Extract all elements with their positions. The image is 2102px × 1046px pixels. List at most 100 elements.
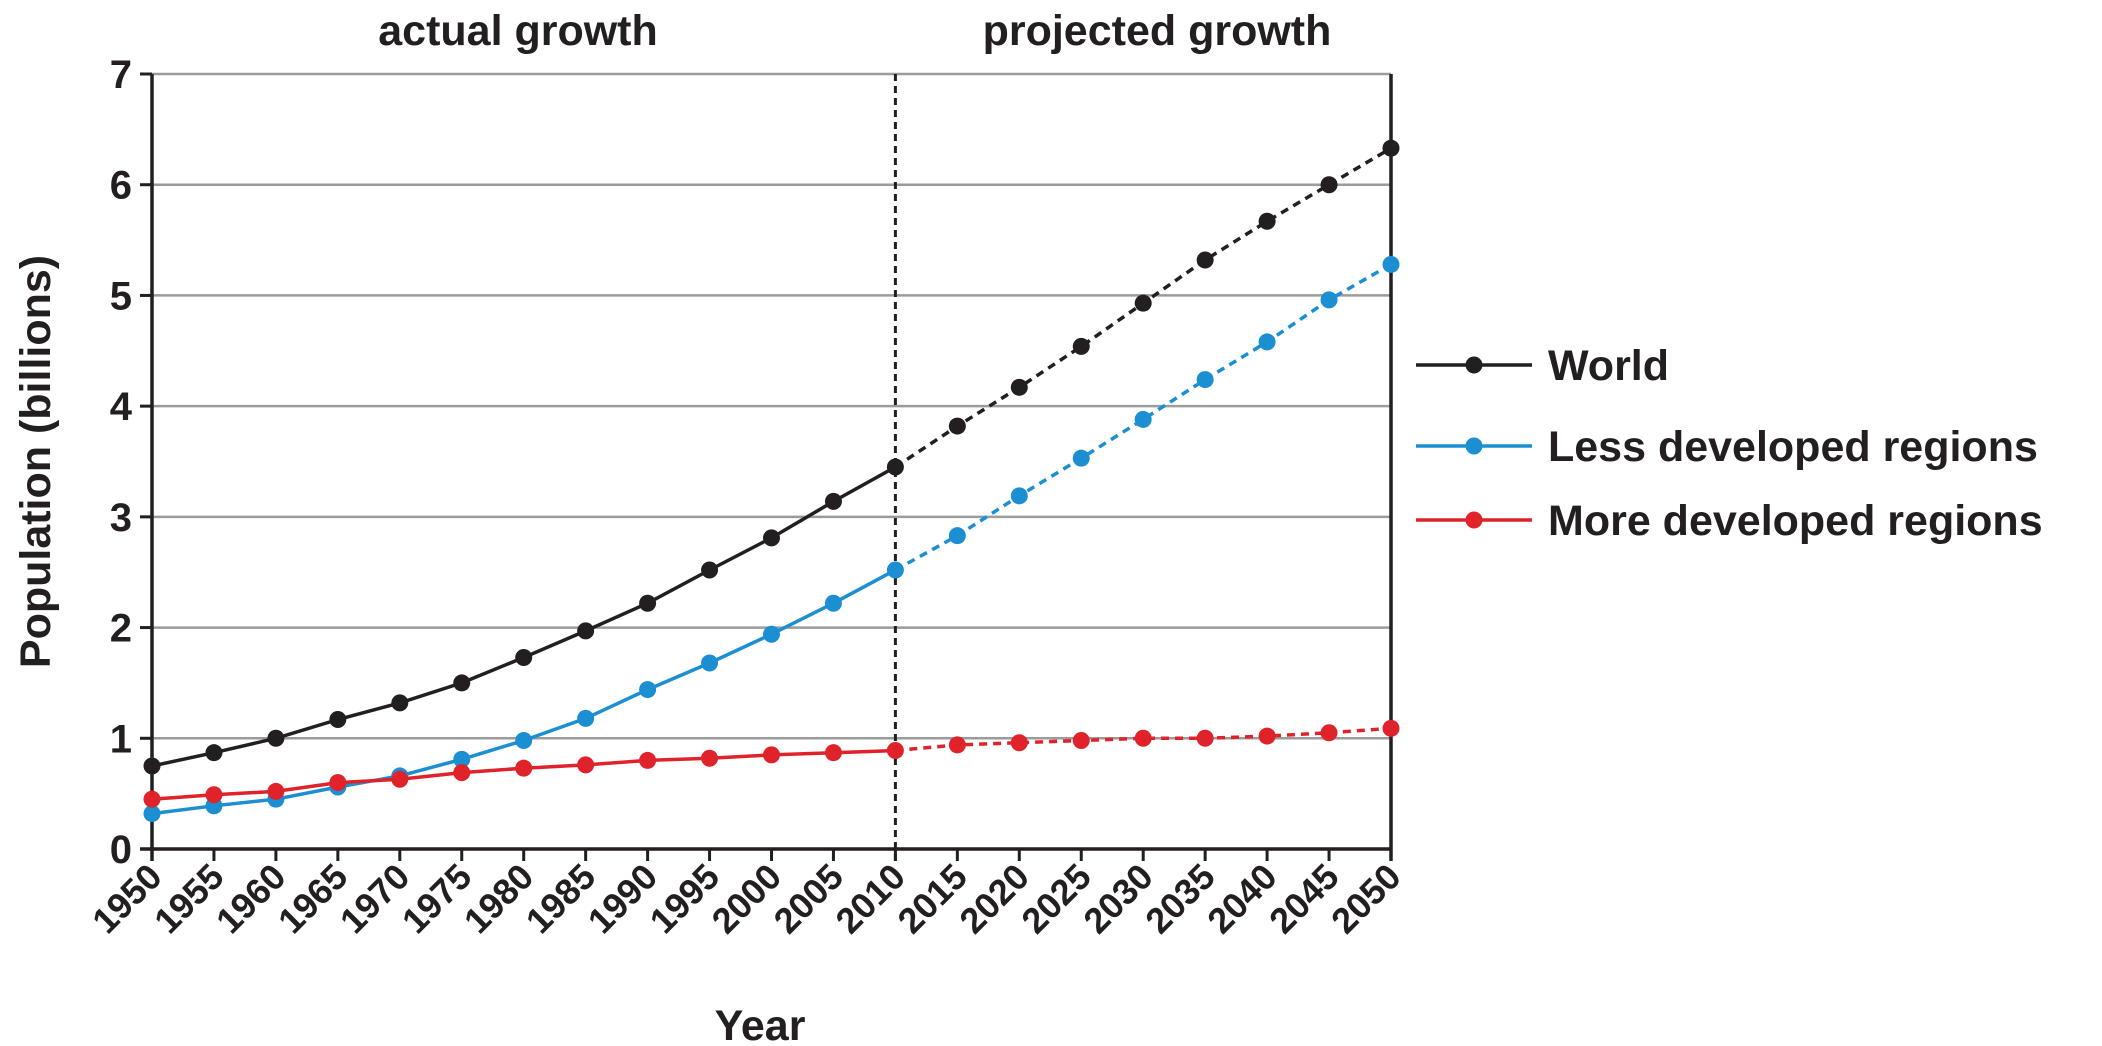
data-point: [824, 594, 842, 612]
data-point: [1072, 732, 1090, 749]
data-point: [824, 744, 842, 762]
data-point: [1320, 176, 1338, 194]
data-point: [948, 417, 966, 435]
data-point: [515, 759, 533, 777]
data-point: [948, 527, 966, 545]
data-point: [763, 625, 780, 643]
data-point: [329, 774, 347, 792]
y-tick-labels: 0 1 2 3 4 5 6 7: [110, 53, 152, 872]
data-point: [1258, 212, 1276, 230]
x-tick-label: 1980: [456, 856, 542, 942]
series-lines: [143, 139, 1400, 823]
x-tick-label: 2010: [827, 856, 913, 942]
data-point: [515, 648, 533, 666]
x-tick-label: 2025: [1013, 856, 1099, 942]
x-tick-label: 2035: [1137, 856, 1223, 942]
data-point: [701, 749, 719, 767]
data-point: [639, 594, 657, 612]
x-tick-label: 1995: [642, 856, 728, 942]
data-point: [329, 710, 347, 728]
data-point: [205, 786, 223, 804]
y-tick-label: 0: [110, 828, 132, 872]
legend-marker: [1465, 511, 1483, 529]
data-point: [453, 674, 471, 692]
x-tick-label: 2000: [704, 856, 790, 942]
grid-lines: [152, 72, 1391, 740]
data-point: [577, 622, 595, 640]
data-point: [205, 744, 223, 762]
data-point: [948, 736, 966, 754]
data-point: [701, 654, 719, 672]
data-point: [577, 709, 595, 727]
data-point: [886, 741, 904, 759]
data-point: [763, 746, 780, 764]
data-point: [1320, 291, 1338, 309]
x-tick-label: 2015: [889, 856, 975, 942]
x-tick-label: 2045: [1261, 856, 1347, 942]
data-point: [143, 790, 161, 808]
legend-label: World: [1548, 342, 1669, 390]
data-point: [701, 561, 719, 579]
series-line-actual: [151, 568, 897, 816]
data-point: [1134, 410, 1152, 428]
data-point: [1320, 724, 1338, 742]
data-point: [1010, 378, 1028, 396]
data-point: [1382, 139, 1400, 157]
x-axis-label: Year: [715, 1002, 806, 1046]
data-point: [1196, 251, 1214, 269]
data-point: [143, 805, 161, 823]
data-point: [1382, 719, 1400, 737]
x-tick-label: 2005: [765, 856, 851, 942]
projected-growth-label: projected growth: [983, 7, 1332, 55]
x-tick-label: 1955: [146, 856, 232, 942]
data-point: [886, 561, 904, 579]
series-line-projected: [895, 726, 1392, 753]
data-point: [1072, 337, 1090, 355]
y-tick-label: 6: [110, 164, 132, 208]
y-tick-label: 2: [110, 607, 132, 651]
region-labels: actual growth projected growth: [378, 7, 1331, 55]
data-point: [1382, 255, 1400, 273]
data-point: [453, 764, 471, 782]
x-tick-label: 1960: [208, 856, 294, 942]
x-tick-labels: 1950195519601965197019751980198519901995…: [84, 849, 1409, 941]
data-point: [763, 529, 780, 547]
x-tick-label: 2030: [1075, 856, 1161, 942]
data-point: [1072, 449, 1090, 467]
data-point: [1258, 727, 1276, 745]
x-tick-label: 1950: [84, 856, 170, 942]
data-point: [1196, 371, 1214, 389]
actual-growth-label: actual growth: [378, 7, 658, 55]
x-tick-label: 1970: [332, 856, 418, 942]
data-point: [267, 729, 285, 747]
data-point: [1134, 294, 1152, 312]
x-tick-label: 2050: [1323, 856, 1409, 942]
y-axis-label: Population (billions): [12, 255, 60, 668]
data-point: [267, 782, 285, 800]
data-point: [391, 770, 409, 788]
legend-marker: [1465, 356, 1483, 374]
legend-label: Less developed regions: [1548, 423, 2038, 471]
y-tick-label: 3: [110, 496, 132, 540]
data-point: [1196, 729, 1214, 747]
data-point: [886, 458, 904, 476]
data-point: [453, 750, 471, 768]
data-point: [824, 492, 842, 510]
data-point: [1134, 729, 1152, 747]
data-point: [1010, 487, 1028, 505]
y-tick-label: 1: [110, 717, 132, 761]
data-point: [143, 757, 161, 775]
x-tick-label: 1965: [270, 856, 356, 942]
data-point: [515, 732, 533, 749]
x-tick-label: 2040: [1199, 856, 1285, 942]
data-point: [639, 681, 657, 699]
y-tick-label: 5: [110, 274, 132, 318]
y-tick-label: 7: [110, 53, 132, 97]
data-point: [391, 694, 409, 712]
x-tick-label: 1975: [394, 856, 480, 942]
data-point: [639, 751, 657, 769]
x-tick-label: 2020: [951, 856, 1037, 942]
legend-marker: [1465, 437, 1483, 455]
legend-label: More developed regions: [1548, 497, 2043, 545]
